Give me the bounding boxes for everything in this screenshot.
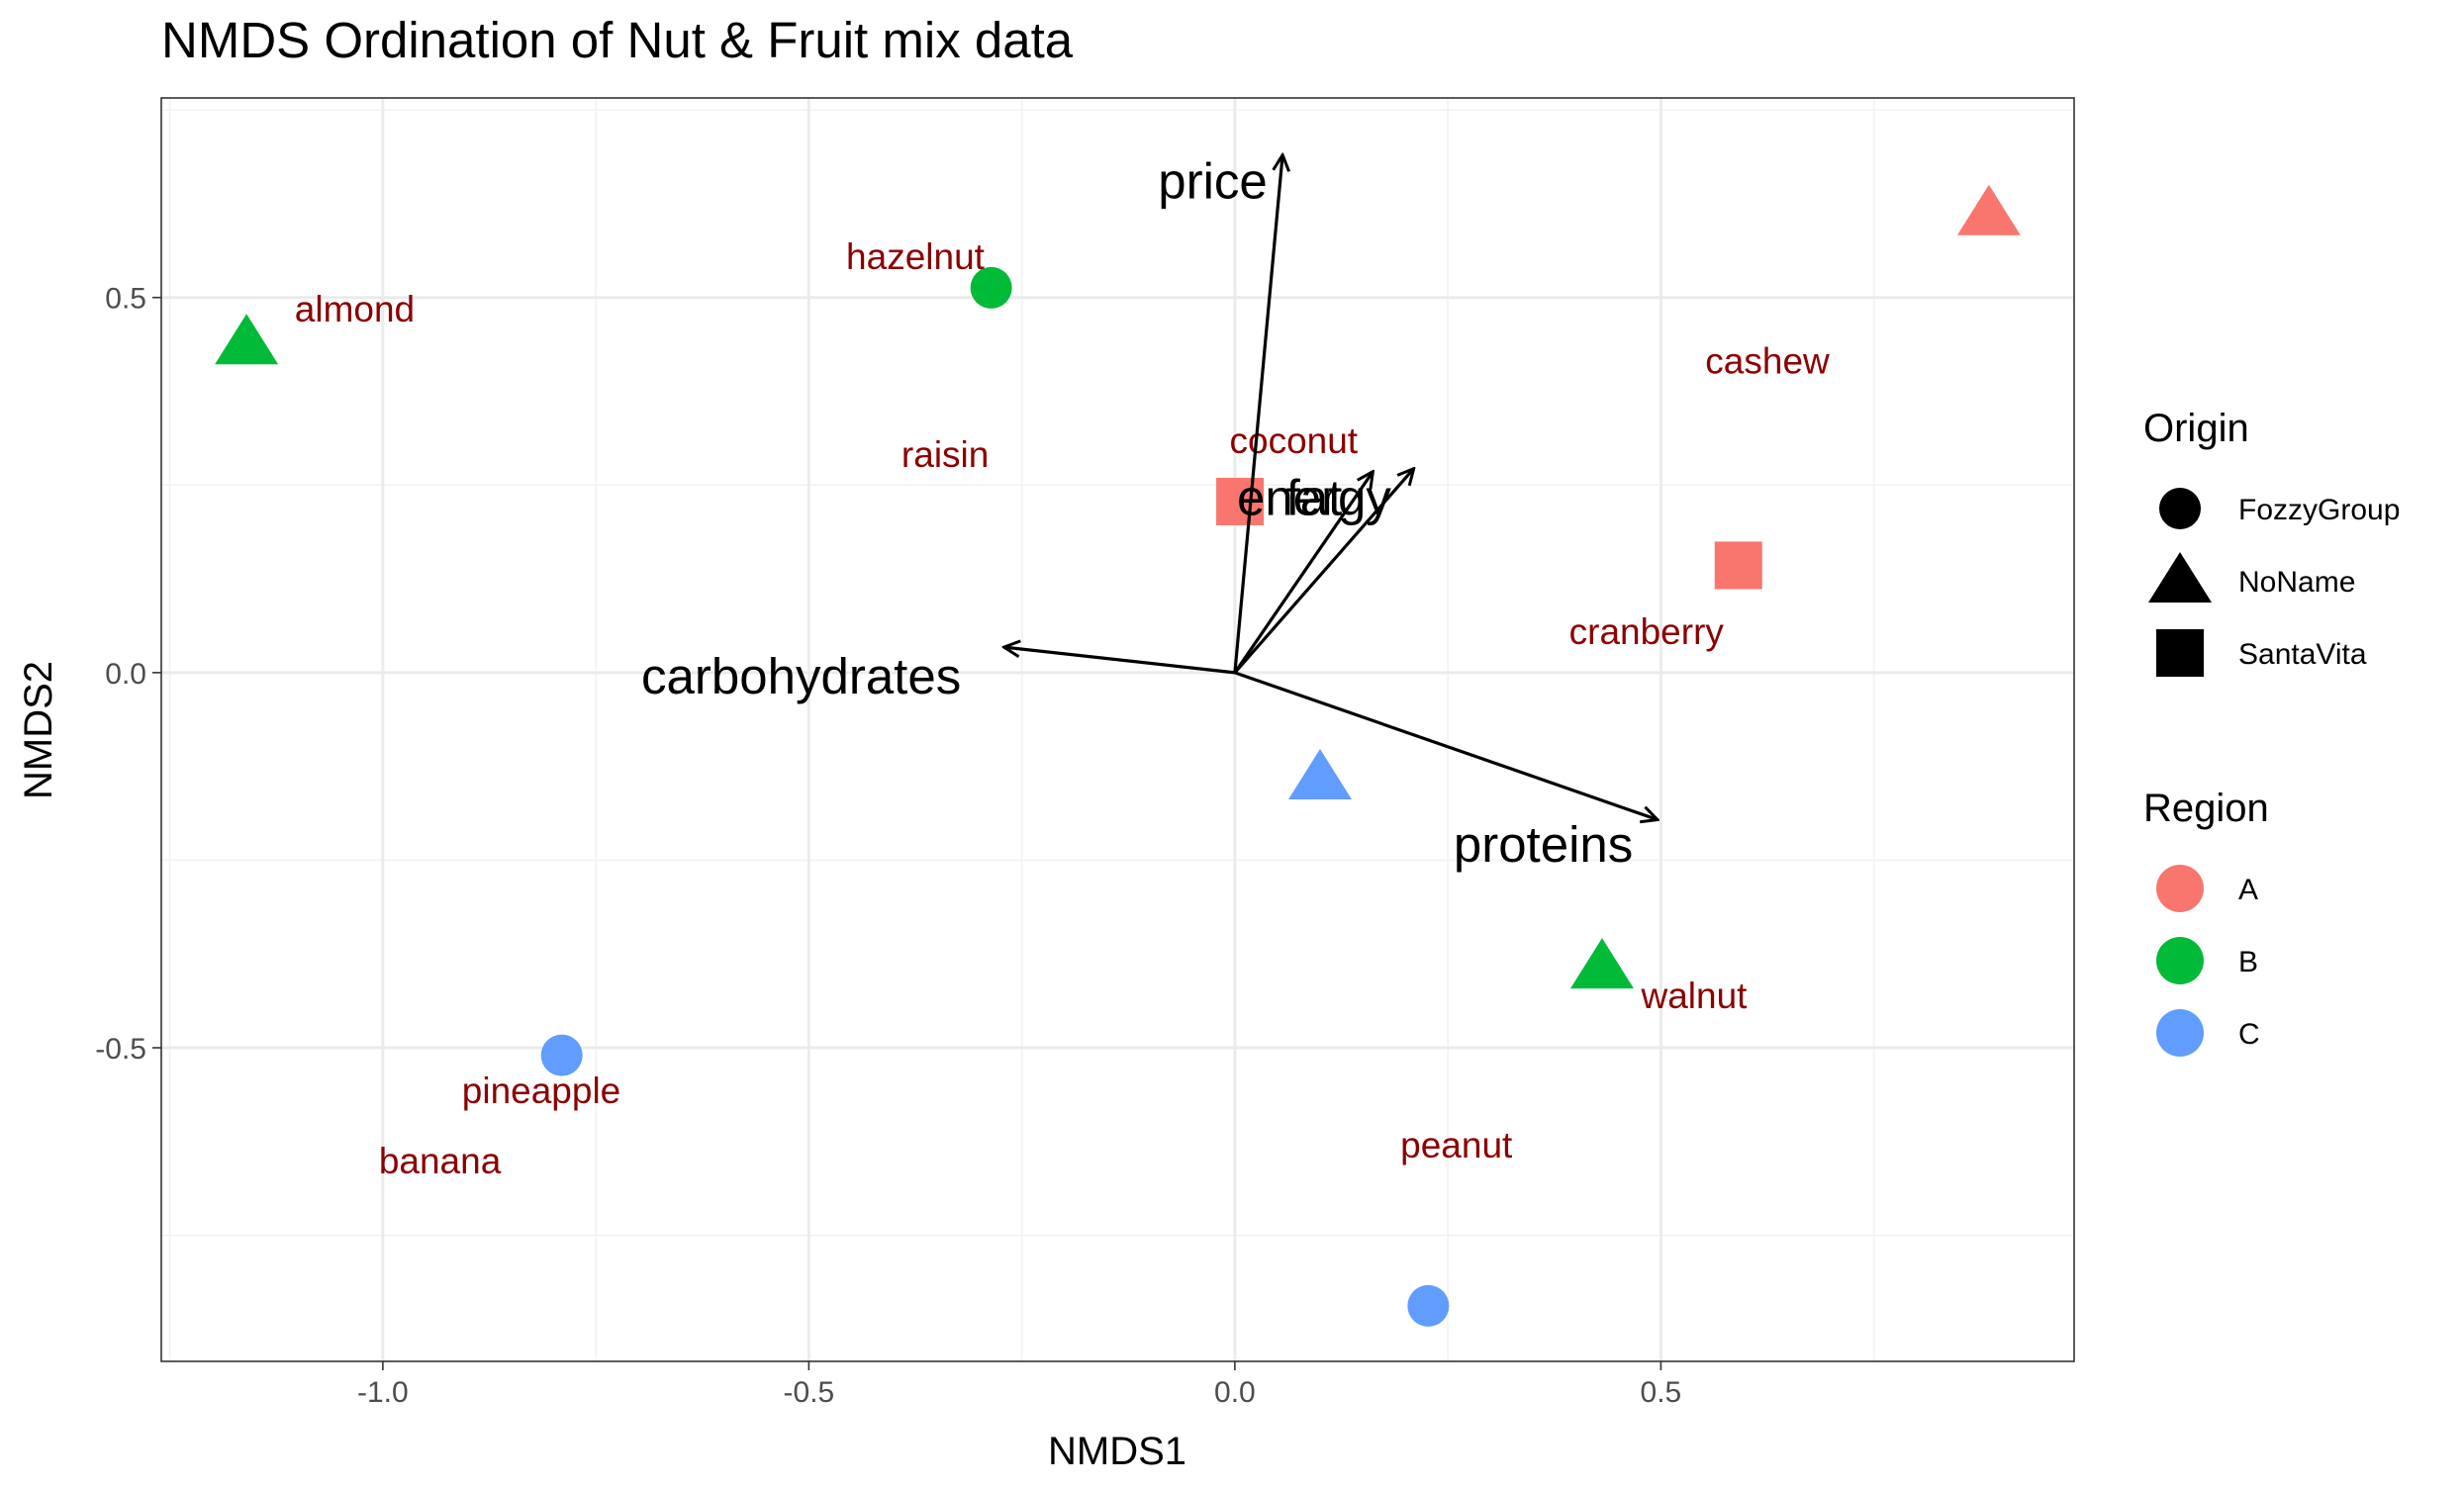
- loading-arrow: [1004, 647, 1236, 675]
- loading-arrow: [1233, 472, 1373, 674]
- legend-key: [2156, 937, 2204, 984]
- sample-label: cashew: [1705, 340, 1830, 381]
- legend-label: C: [2238, 1018, 2260, 1051]
- loading-arrow: [1233, 469, 1414, 674]
- x-tick-label: -1.0: [357, 1376, 409, 1409]
- loading-label: fat: [1286, 469, 1343, 525]
- y-axis-title: NMDS2: [17, 661, 60, 799]
- legend-title: Origin: [2143, 407, 2249, 450]
- sample-label: cranberry: [1569, 611, 1725, 652]
- sample-label: pineapple: [462, 1070, 620, 1111]
- loading-arrow: [1233, 155, 1282, 674]
- legend-title: Region: [2143, 787, 2269, 830]
- point: [1407, 1284, 1450, 1327]
- sample-label: almond: [295, 289, 415, 329]
- x-axis-title: NMDS1: [1048, 1430, 1186, 1473]
- legend-label: FozzyGroup: [2238, 494, 2400, 526]
- y-tick-label: 0.5: [105, 283, 146, 316]
- loading-label: energy: [1237, 469, 1391, 525]
- legend-label: B: [2238, 946, 2258, 978]
- legend-key: [2156, 865, 2204, 912]
- chart-title: NMDS Ordination of Nut & Fruit mix data: [161, 12, 1074, 68]
- y-tick-label: -0.5: [95, 1033, 146, 1066]
- plot-border: [160, 97, 2075, 1362]
- point: [1714, 541, 1762, 590]
- point: [1569, 938, 1634, 989]
- x-tick-label: 0.0: [1214, 1376, 1256, 1409]
- loading-label: carbohydrates: [641, 648, 961, 704]
- loading-label: proteins: [1454, 816, 1633, 873]
- legend-key: [2159, 488, 2201, 529]
- sample-label: hazelnut: [846, 236, 986, 277]
- loading-label: price: [1158, 152, 1268, 209]
- legend-label: SantaVita: [2238, 638, 2367, 671]
- sample-label: coconut: [1230, 420, 1359, 461]
- y-tick-label: 0.0: [105, 658, 146, 691]
- legend-key: [2148, 552, 2212, 603]
- point: [1956, 184, 2021, 235]
- legend-key: [2156, 1009, 2204, 1057]
- loading-arrow: [1234, 671, 1658, 820]
- sample-label: peanut: [1400, 1125, 1513, 1165]
- sample-label: walnut: [1641, 976, 1749, 1016]
- legend-key: [2156, 629, 2204, 677]
- point: [540, 1034, 583, 1076]
- plot-background: [161, 98, 2074, 1361]
- sample-label: banana: [379, 1141, 502, 1181]
- point: [970, 266, 1012, 309]
- x-tick-label: 0.5: [1641, 1376, 1682, 1409]
- point: [1216, 477, 1265, 525]
- legend-label: A: [2238, 874, 2258, 906]
- point: [215, 314, 279, 365]
- sample-label: raisin: [901, 434, 989, 475]
- point: [1287, 749, 1352, 800]
- x-tick-label: -0.5: [784, 1376, 835, 1409]
- legend-label: NoName: [2238, 566, 2355, 599]
